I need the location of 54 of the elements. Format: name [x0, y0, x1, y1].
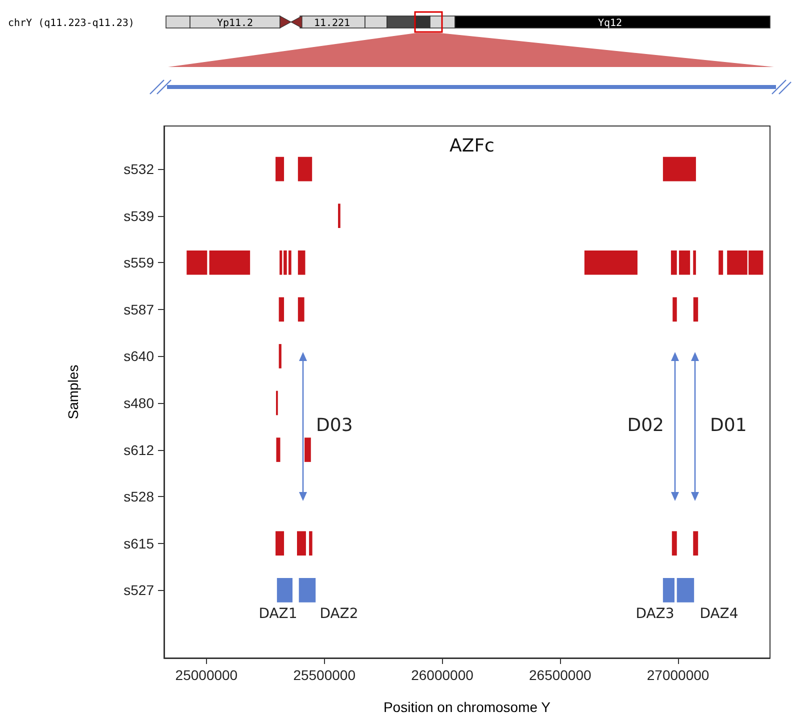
bar — [296, 531, 306, 556]
x-tick-label: 26000000 — [411, 667, 474, 683]
bar — [276, 156, 284, 182]
bar — [304, 438, 311, 462]
x-tick-label: 27000000 — [646, 667, 710, 683]
annotation: D03 — [316, 415, 353, 436]
bar — [676, 578, 694, 602]
annotation: DAZ4 — [700, 606, 738, 622]
y-tick-label: s612 — [124, 442, 154, 458]
text: AZFc — [450, 136, 494, 156]
chromosome-ideogram: Yp11.2 11.221 Yq12 — [166, 16, 770, 29]
bar — [693, 297, 698, 322]
y-tick-label: s528 — [124, 488, 154, 505]
annotation: D02 — [627, 415, 664, 436]
bar — [693, 531, 698, 556]
bar — [209, 250, 250, 275]
y-tick-label: s532 — [124, 161, 154, 178]
y-tick-label: s615 — [124, 535, 154, 552]
y-tick-label: s527 — [124, 582, 154, 598]
y-tick-label: s559 — [124, 254, 154, 271]
annotation: D01 — [710, 415, 747, 436]
bar — [278, 297, 284, 322]
annotation: DAZ2 — [320, 606, 358, 622]
annotation: DAZ1 — [258, 606, 298, 622]
x-tick-label: 26500000 — [528, 667, 592, 683]
bar — [276, 438, 280, 462]
x-axis-title: Position on chromosome Y — [383, 699, 552, 715]
bar — [662, 156, 696, 182]
x-tick-label: 25500000 — [293, 667, 356, 683]
bar — [662, 578, 674, 602]
bar — [309, 531, 312, 556]
annotation: DAZ3 — [636, 606, 674, 622]
bar — [276, 531, 284, 556]
bar — [298, 578, 316, 602]
bar — [678, 250, 690, 275]
bar — [186, 250, 208, 275]
bar — [584, 250, 638, 275]
bar — [278, 344, 282, 368]
text: chrY (q11.223-q11.23) — [8, 18, 134, 29]
y-tick-label: s539 — [124, 208, 154, 224]
bar — [672, 297, 677, 322]
y-tick-label: s480 — [124, 394, 154, 411]
bar — [298, 250, 306, 275]
bar — [276, 578, 293, 602]
bar — [298, 297, 304, 322]
bar — [718, 250, 724, 275]
y-tick-label: s587 — [124, 301, 154, 318]
y-tick-label: s640 — [124, 348, 154, 364]
y-axis-title: Samples — [65, 364, 81, 420]
bar — [670, 250, 677, 275]
bar — [672, 531, 677, 556]
x-tick-label: 25000000 — [175, 667, 238, 683]
bar — [298, 156, 312, 182]
bar — [693, 250, 696, 275]
